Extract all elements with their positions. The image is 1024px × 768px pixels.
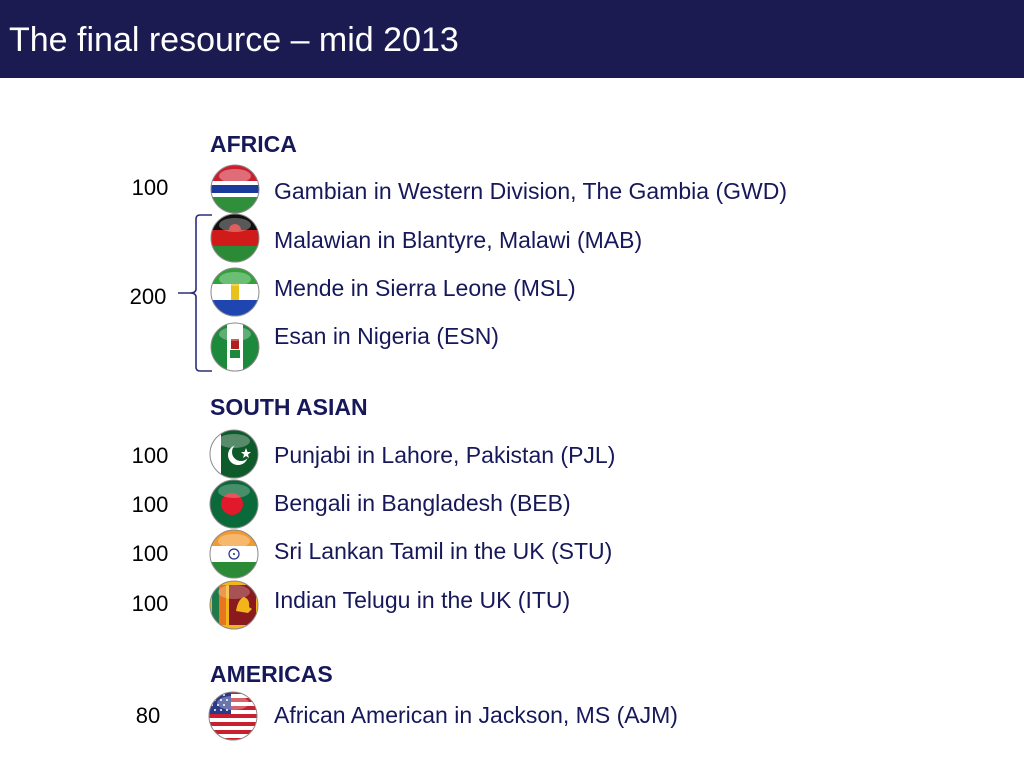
count-itu: 100 [131,591,169,616]
bangladesh-flag-icon [208,478,260,530]
label-stu: Sri Lankan Tamil in the UK (STU) [274,538,613,564]
label-itu: Indian Telugu in the UK (ITU) [274,587,571,613]
sri-lanka-flag-icon [208,579,260,631]
label-gwd: Gambian in Western Division, The Gambia … [274,178,787,204]
label-msl: Mende in Sierra Leone (MSL) [274,275,576,301]
count-ajm: 80 [135,703,161,728]
count-stu: 100 [131,541,169,566]
title-bar: The final resource – mid 2013 [0,0,1024,78]
count-gwd: 100 [131,175,169,200]
section-heading-americas: AMERICAS [210,661,333,687]
section-heading-south-asian: SOUTH ASIAN [210,394,368,420]
pakistan-flag-icon [208,428,260,480]
section-heading-africa: AFRICA [210,131,297,157]
usa-flag-icon [207,690,259,742]
malawi-flag-icon [209,212,261,264]
label-beb: Bengali in Bangladesh (BEB) [274,490,571,516]
group-bracket [178,214,212,372]
gambia-flag-icon [209,163,261,215]
label-ajm: African American in Jackson, MS (AJM) [274,702,678,728]
label-mab: Malawian in Blantyre, Malawi (MAB) [274,227,643,253]
slide-title: The final resource – mid 2013 [9,21,459,59]
count-pjl: 100 [131,443,169,468]
label-esn: Esan in Nigeria (ESN) [274,323,499,349]
count-beb: 100 [131,492,169,517]
label-pjl: Punjabi in Lahore, Pakistan (PJL) [274,442,616,468]
india-flag-icon [208,528,260,580]
nigeria-flag-icon [209,321,261,373]
sierra-leone-flag-icon [209,266,261,318]
count-africa-group: 200 [129,284,167,309]
